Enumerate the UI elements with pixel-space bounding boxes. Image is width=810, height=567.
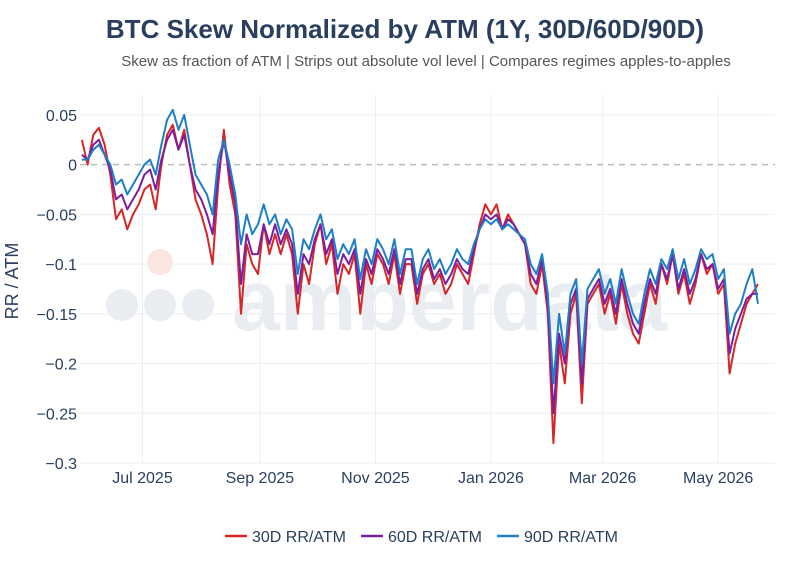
legend-label-30d: 30D RR/ATM [252, 529, 346, 546]
grid [80, 95, 775, 464]
chart-title: BTC Skew Normalized by ATM (1Y, 30D/60D/… [106, 14, 704, 44]
legend-label-90d: 90D RR/ATM [524, 529, 618, 546]
series-lines [80, 108, 759, 445]
x-tick-label: Jul 2025 [112, 470, 173, 487]
chart-subtitle: Skew as fraction of ATM | Strips out abs… [121, 53, 730, 70]
y-tick-label: −0.2 [45, 357, 77, 374]
x-tick-label: May 2026 [683, 470, 753, 487]
y-tick-label: 0.05 [46, 108, 77, 125]
y-tick-label: 0 [68, 158, 77, 175]
series-line-90d [81, 108, 759, 385]
x-axis-ticks: Jul 2025 Sep 2025 Nov 2025 Jan 2026 Mar 2026… [112, 470, 753, 487]
x-tick-label: Nov 2025 [341, 470, 410, 487]
y-tick-label: −0.3 [45, 456, 77, 473]
y-axis-title: RR / ATM [2, 243, 22, 320]
y-axis-ticks: 0.05 0 −0.05 −0.1 −0.15 −0.2 −0.25 −0.3 [37, 108, 78, 473]
legend-label-60d: 60D RR/ATM [388, 529, 482, 546]
y-tick-label: −0.15 [37, 307, 78, 324]
x-tick-label: Jan 2026 [458, 470, 524, 487]
y-tick-label: −0.05 [37, 207, 78, 224]
x-tick-label: Sep 2025 [226, 470, 295, 487]
series-line-60d [81, 128, 758, 415]
legend: 30D RR/ATM 60D RR/ATM 90D RR/ATM [225, 529, 618, 546]
watermark-logo-icon [106, 249, 214, 321]
y-tick-label: −0.1 [45, 257, 77, 274]
series-line-30d [80, 123, 759, 445]
x-tick-label: Mar 2026 [569, 470, 637, 487]
y-tick-label: −0.25 [37, 406, 78, 423]
